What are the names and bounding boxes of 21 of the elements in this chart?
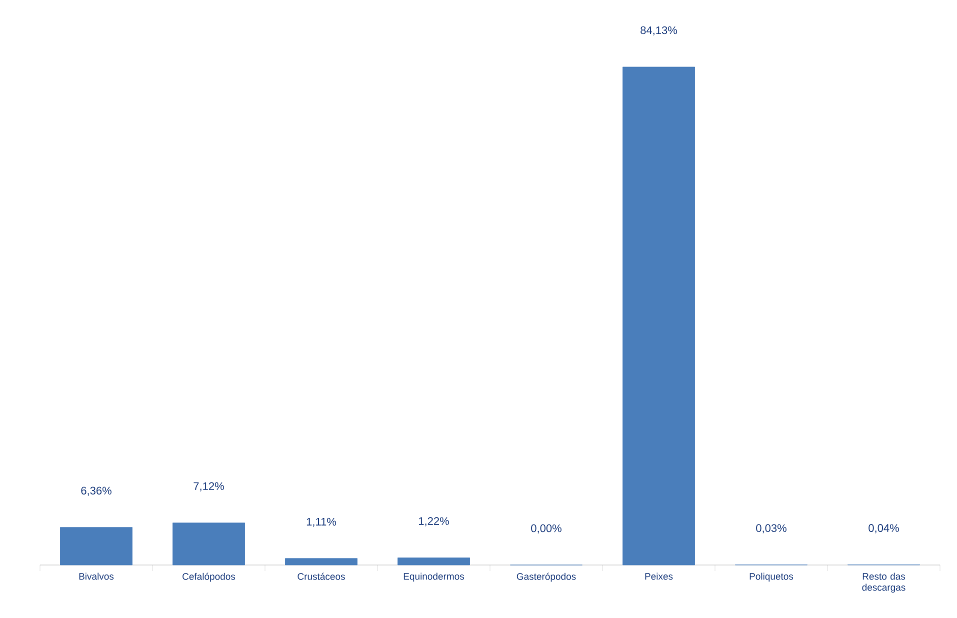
bar xyxy=(398,558,470,566)
data-label: 0,00% xyxy=(531,524,562,534)
x-tick-label: Gasterópodos xyxy=(516,572,576,582)
data-label: 7,12% xyxy=(194,482,224,492)
data-label: 6,36% xyxy=(81,486,112,496)
data-label: 1,11% xyxy=(306,518,336,527)
data-label: 0,03% xyxy=(756,524,786,534)
data-label: 1,22% xyxy=(419,517,449,526)
data-label: 0,04% xyxy=(868,524,899,534)
bar xyxy=(172,522,245,566)
x-tick-label: Equinodermos xyxy=(404,572,464,582)
bar xyxy=(285,558,358,566)
x-tick-label: Peixes xyxy=(645,572,673,580)
bar xyxy=(60,527,132,566)
x-tick-label: Resto das descargas xyxy=(862,572,906,593)
bar xyxy=(622,66,695,566)
x-tick-label: Bivalvos xyxy=(79,572,114,580)
x-tick-label: Crustáceos xyxy=(298,572,345,580)
x-tick-label: Poliquetos xyxy=(750,572,794,582)
x-tick-label: Cefalópodos xyxy=(182,572,236,582)
data-label: 84,13% xyxy=(640,26,678,36)
